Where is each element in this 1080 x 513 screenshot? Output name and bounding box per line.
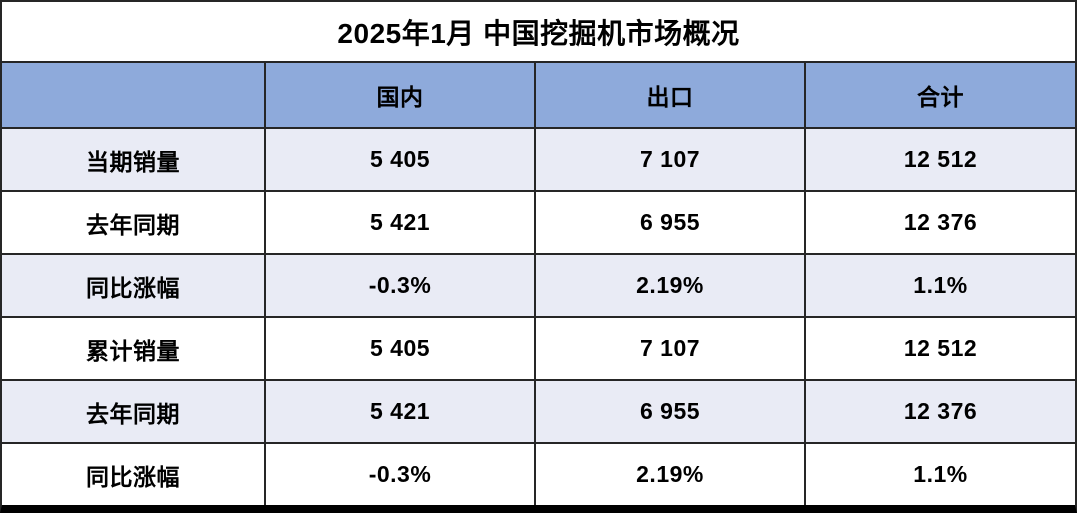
row-label-yoy-cumulative-change: 同比涨幅: [2, 444, 264, 505]
row-label-last-year-period: 去年同期: [2, 192, 264, 253]
value-current-sales-total: 12 512: [806, 129, 1075, 190]
column-header-export: 出口: [536, 63, 804, 127]
column-header-empty: [2, 63, 264, 127]
value-yoy-total: 1.1%: [806, 255, 1075, 316]
table-title: 2025年1月 中国挖掘机市场概况: [2, 2, 1075, 61]
value-cumulative-export: 7 107: [536, 318, 804, 379]
value-last-year-total: 12 376: [806, 192, 1075, 253]
value-current-sales-domestic: 5 405: [266, 129, 534, 190]
value-last-year-cumulative-total: 12 376: [806, 381, 1075, 442]
value-yoy-export: 2.19%: [536, 255, 804, 316]
value-cumulative-total: 12 512: [806, 318, 1075, 379]
value-cumulative-domestic: 5 405: [266, 318, 534, 379]
column-header-total: 合计: [806, 63, 1075, 127]
value-yoy-cumulative-domestic: -0.3%: [266, 444, 534, 505]
value-last-year-cumulative-domestic: 5 421: [266, 381, 534, 442]
value-current-sales-export: 7 107: [536, 129, 804, 190]
value-last-year-domestic: 5 421: [266, 192, 534, 253]
value-yoy-cumulative-total: 1.1%: [806, 444, 1075, 505]
row-label-cumulative-sales: 累计销量: [2, 318, 264, 379]
value-yoy-domestic: -0.3%: [266, 255, 534, 316]
row-label-last-year-cumulative: 去年同期: [2, 381, 264, 442]
row-label-current-sales: 当期销量: [2, 129, 264, 190]
value-yoy-cumulative-export: 2.19%: [536, 444, 804, 505]
value-last-year-cumulative-export: 6 955: [536, 381, 804, 442]
row-label-yoy-change: 同比涨幅: [2, 255, 264, 316]
value-last-year-export: 6 955: [536, 192, 804, 253]
column-header-domestic: 国内: [266, 63, 534, 127]
